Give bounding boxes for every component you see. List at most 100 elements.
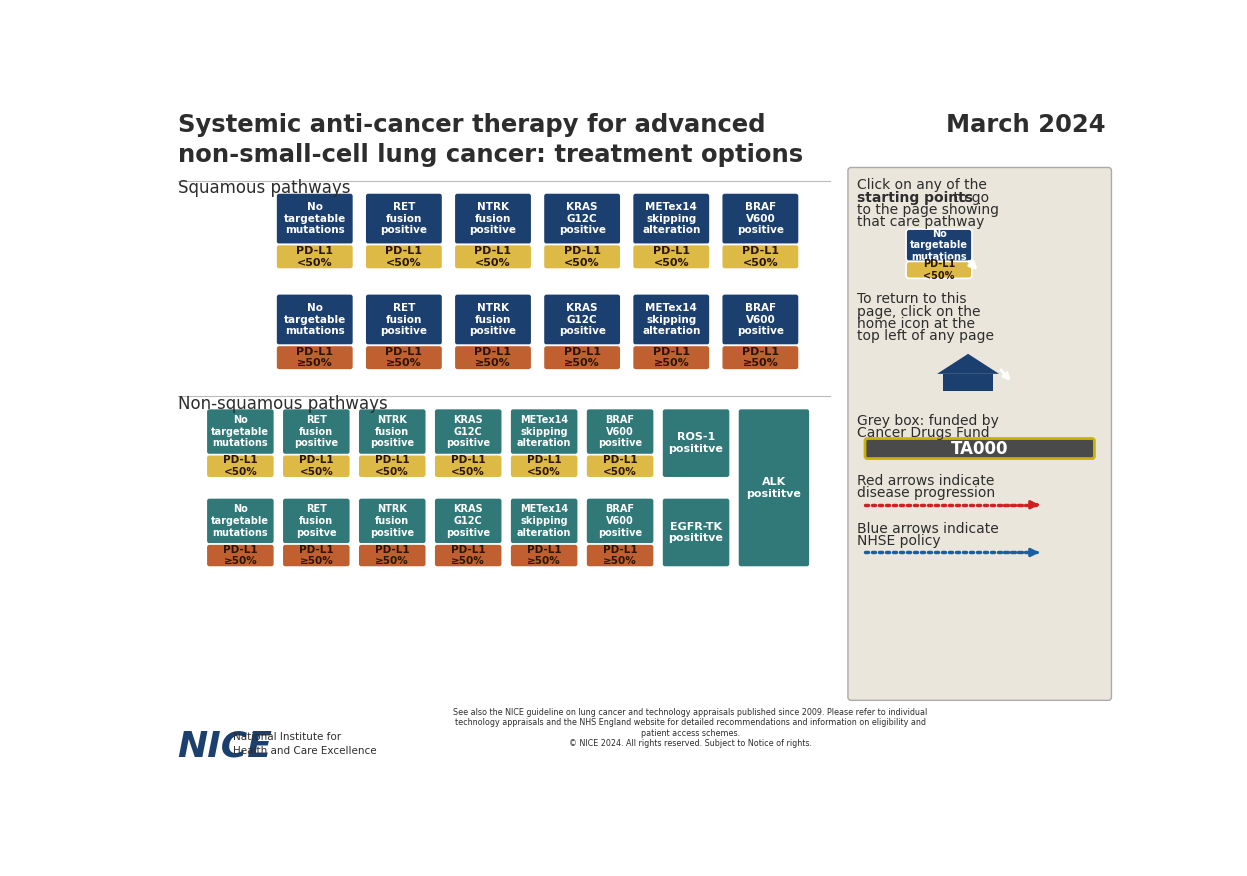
Text: PD-L1
≥50%: PD-L1 ≥50%	[564, 347, 601, 369]
Text: No
targetable
mutations: No targetable mutations	[211, 415, 269, 449]
FancyBboxPatch shape	[454, 193, 531, 244]
Text: PD-L1
≥50%: PD-L1 ≥50%	[742, 347, 779, 369]
Text: BRAF
V600
positive: BRAF V600 positive	[737, 202, 784, 236]
Bar	[943, 374, 993, 391]
FancyBboxPatch shape	[276, 345, 353, 370]
FancyBboxPatch shape	[365, 293, 443, 345]
FancyBboxPatch shape	[544, 345, 621, 370]
FancyBboxPatch shape	[632, 345, 710, 370]
FancyBboxPatch shape	[434, 498, 503, 544]
FancyBboxPatch shape	[434, 544, 503, 567]
FancyBboxPatch shape	[434, 455, 503, 477]
Text: page, click on the: page, click on the	[857, 305, 980, 319]
FancyBboxPatch shape	[510, 544, 579, 567]
Polygon shape	[936, 354, 999, 374]
Text: NTRK
fusion
positive: NTRK fusion positive	[370, 505, 414, 538]
FancyBboxPatch shape	[282, 544, 350, 567]
Text: NHSE policy: NHSE policy	[857, 534, 941, 548]
Text: METex14
skipping
alteration: METex14 skipping alteration	[518, 415, 571, 449]
Text: March 2024: March 2024	[945, 113, 1105, 137]
Text: METex14
skipping
alteration: METex14 skipping alteration	[642, 303, 701, 336]
Text: PD-L1
<50%: PD-L1 <50%	[375, 456, 409, 477]
Text: KRAS
G12C
positive: KRAS G12C positive	[446, 415, 490, 449]
FancyBboxPatch shape	[586, 455, 655, 477]
FancyBboxPatch shape	[544, 293, 621, 345]
Text: METex14
skipping
alteration: METex14 skipping alteration	[518, 505, 571, 538]
Text: PD-L1
≥50%: PD-L1 ≥50%	[299, 545, 334, 567]
Text: NTRK
fusion
positive: NTRK fusion positive	[470, 202, 516, 236]
FancyBboxPatch shape	[722, 345, 799, 370]
FancyBboxPatch shape	[662, 498, 731, 567]
Text: BRAF
V600
positive: BRAF V600 positive	[599, 415, 642, 449]
Text: PD-L1
<50%: PD-L1 <50%	[297, 246, 333, 267]
Text: Squamous pathways: Squamous pathways	[177, 179, 350, 197]
Text: PD-L1
<50%: PD-L1 <50%	[451, 456, 485, 477]
FancyBboxPatch shape	[586, 544, 655, 567]
Text: PD-L1
≥50%: PD-L1 ≥50%	[652, 347, 690, 369]
Text: PD-L1
<50%: PD-L1 <50%	[742, 246, 779, 267]
FancyBboxPatch shape	[276, 244, 353, 269]
Text: NICE: NICE	[177, 730, 272, 764]
Text: KRAS
G12C
positive: KRAS G12C positive	[446, 505, 490, 538]
FancyBboxPatch shape	[206, 544, 274, 567]
Text: National Institute for
Health and Care Excellence: National Institute for Health and Care E…	[233, 732, 377, 756]
FancyBboxPatch shape	[206, 498, 274, 544]
Text: disease progression: disease progression	[857, 486, 995, 500]
FancyBboxPatch shape	[276, 293, 353, 345]
Text: Non-squamous pathways: Non-squamous pathways	[177, 395, 388, 413]
Text: KRAS
G12C
positive: KRAS G12C positive	[559, 202, 606, 236]
FancyBboxPatch shape	[586, 498, 655, 544]
Text: PD-L1
≥50%: PD-L1 ≥50%	[375, 545, 409, 567]
Text: KRAS
G12C
positive: KRAS G12C positive	[559, 303, 606, 336]
FancyBboxPatch shape	[282, 408, 350, 455]
FancyBboxPatch shape	[632, 293, 710, 345]
Text: that care pathway: that care pathway	[857, 215, 985, 230]
Text: ALK
posititve: ALK posititve	[747, 477, 802, 498]
Text: starting points: starting points	[857, 191, 973, 205]
Text: to go: to go	[949, 191, 989, 205]
FancyBboxPatch shape	[544, 193, 621, 244]
FancyBboxPatch shape	[206, 455, 274, 477]
FancyBboxPatch shape	[365, 345, 443, 370]
FancyBboxPatch shape	[282, 455, 350, 477]
FancyBboxPatch shape	[358, 455, 426, 477]
Text: NTRK
fusion
positive: NTRK fusion positive	[470, 303, 516, 336]
Text: RET
fusion
positive: RET fusion positive	[380, 202, 428, 236]
Text: To return to this: To return to this	[857, 293, 966, 307]
Text: PD-L1
<50%: PD-L1 <50%	[652, 246, 690, 267]
FancyBboxPatch shape	[586, 408, 655, 455]
FancyBboxPatch shape	[510, 498, 579, 544]
Text: PD-L1
<50%: PD-L1 <50%	[385, 246, 423, 267]
FancyBboxPatch shape	[206, 408, 274, 455]
Text: PD-L1
≥50%: PD-L1 ≥50%	[451, 545, 485, 567]
FancyBboxPatch shape	[722, 244, 799, 269]
Text: Grey box: funded by: Grey box: funded by	[857, 413, 999, 427]
FancyBboxPatch shape	[454, 244, 531, 269]
FancyBboxPatch shape	[358, 408, 426, 455]
FancyBboxPatch shape	[510, 408, 579, 455]
FancyBboxPatch shape	[276, 193, 353, 244]
FancyBboxPatch shape	[358, 498, 426, 544]
Text: Click on any of the: Click on any of the	[857, 179, 988, 192]
Text: No
targetable
mutations: No targetable mutations	[910, 229, 968, 262]
Text: home icon at the: home icon at the	[857, 317, 975, 331]
FancyBboxPatch shape	[865, 439, 1095, 458]
Text: See also the NICE guideline on lung cancer and technology appraisals published s: See also the NICE guideline on lung canc…	[454, 708, 928, 748]
Text: PD-L1
≥50%: PD-L1 ≥50%	[223, 545, 258, 567]
FancyBboxPatch shape	[358, 544, 426, 567]
FancyBboxPatch shape	[632, 193, 710, 244]
FancyBboxPatch shape	[722, 193, 799, 244]
Text: to the page showing: to the page showing	[857, 203, 999, 217]
Text: PD-L1
<50%: PD-L1 <50%	[602, 456, 637, 477]
Text: PD-L1
<50%: PD-L1 <50%	[923, 259, 955, 280]
Text: ROS-1
posititve: ROS-1 posititve	[668, 433, 723, 454]
Text: TA000: TA000	[951, 440, 1009, 457]
FancyBboxPatch shape	[510, 455, 579, 477]
FancyBboxPatch shape	[907, 261, 971, 279]
Text: Cancer Drugs Fund: Cancer Drugs Fund	[857, 427, 990, 441]
Text: PD-L1
<50%: PD-L1 <50%	[223, 456, 258, 477]
Text: Blue arrows indicate: Blue arrows indicate	[857, 522, 999, 536]
Text: Systemic anti-cancer therapy for advanced
non-small-cell lung cancer: treatment : Systemic anti-cancer therapy for advance…	[177, 113, 803, 166]
FancyBboxPatch shape	[848, 167, 1111, 700]
Text: NTRK
fusion
positive: NTRK fusion positive	[370, 415, 414, 449]
